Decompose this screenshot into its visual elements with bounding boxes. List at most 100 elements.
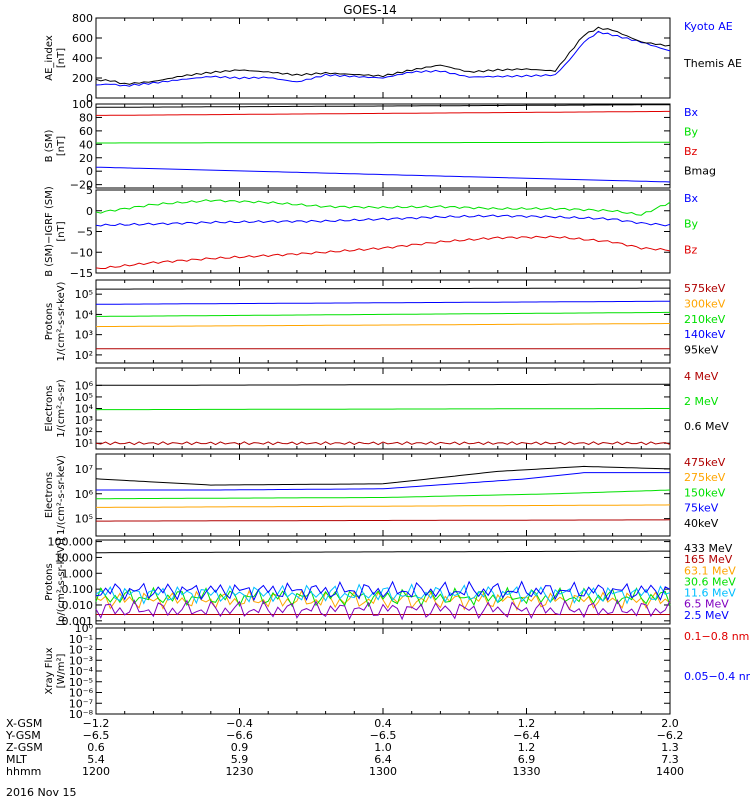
axis-row-label: MLT — [6, 753, 27, 766]
axis-row-label: Z-GSM — [6, 741, 43, 754]
legend-entry-bsm-3: Bmag — [684, 165, 716, 178]
y-tick-label-protons_mev: 0.001 — [62, 615, 94, 628]
axis-column-value: 1.2 — [518, 717, 536, 730]
axis-column-value: 1.2 — [518, 741, 536, 754]
y-tick-label-electrons_mev: 10³ — [75, 414, 93, 427]
axis-column-value: −1.2 — [83, 717, 110, 730]
series-line-electrons_mev-1 — [95, 408, 670, 411]
y-tick-label-xray: 10⁰ — [75, 622, 94, 635]
axis-column-value: −6.6 — [226, 729, 253, 742]
series-line-protons-2 — [96, 311, 670, 317]
series-line-ae-1 — [95, 26, 671, 85]
legend-entry-ae-1: Themis AE — [683, 57, 742, 70]
series-line-bigrf-2 — [95, 235, 671, 269]
legend-entry-protons-4: 95keV — [684, 344, 719, 357]
y-tick-label-ae: 0 — [86, 92, 93, 105]
legend-entry-bigrf-1: By — [684, 218, 699, 231]
y-axis-label-protons: Protons — [44, 303, 55, 340]
y-axis-label-ae: [nT] — [56, 48, 67, 68]
axis-column-value: 0.6 — [87, 741, 105, 754]
y-axis-label-electrons_mev: 1/(cm²-s-sr) — [56, 379, 67, 438]
y-axis-label-xray: [W/m²] — [56, 653, 67, 688]
y-tick-label-bigrf: 0 — [86, 205, 93, 218]
y-axis-label-electrons_kev: Electrons — [44, 472, 55, 518]
legend-entry-protons-0: 575keV — [684, 282, 726, 295]
y-tick-label-bigrf: 5 — [86, 184, 93, 197]
y-tick-label-bsm: −20 — [70, 179, 93, 192]
y-tick-label-electrons_mev: 10⁵ — [75, 391, 93, 404]
y-tick-label-electrons_mev: 10¹ — [75, 437, 93, 450]
y-axis-label-bsm: B (SM) — [44, 129, 55, 162]
y-tick-label-electrons_mev: 10⁴ — [75, 403, 94, 416]
legend-entry-bsm-1: By — [684, 126, 699, 139]
legend-entry-bsm-0: Bx — [684, 106, 699, 119]
series-line-bigrf-0 — [95, 214, 671, 227]
axis-column-value: −6.5 — [83, 729, 110, 742]
y-axis-label-electrons_kev: 1/(cm²-s-sr-keV) — [56, 455, 67, 535]
axis-column-value: 1230 — [226, 765, 254, 778]
series-line-protons_mev-5 — [95, 598, 671, 621]
series-line-protons_mev-0 — [96, 550, 670, 554]
legend-entry-protons_mev-2: 63.1 MeV — [684, 564, 736, 577]
legend-entry-electrons_mev-1: 2 MeV — [684, 395, 719, 408]
axis-column-value: 1.3 — [661, 741, 679, 754]
axis-column-value: 1400 — [656, 765, 684, 778]
y-tick-label-bigrf: −5 — [77, 226, 93, 239]
y-tick-label-xray: 10⁻⁵ — [69, 676, 93, 689]
legend-entry-protons_mev-3: 30.6 MeV — [684, 575, 736, 588]
legend-entry-protons_mev-4: 11.6 MeV — [684, 587, 736, 600]
legend-entry-bigrf-0: Bx — [684, 192, 699, 205]
legend-entry-electrons_mev-2: 0.6 MeV — [684, 420, 729, 433]
plot-date: 2016 Nov 15 — [6, 786, 76, 799]
axis-column-value: 0.9 — [231, 741, 249, 754]
series-line-electrons_mev-0 — [95, 441, 671, 446]
legend-entry-protons-1: 300keV — [684, 297, 726, 310]
y-tick-label-protons: 10² — [75, 349, 93, 362]
series-line-electrons_kev-2 — [96, 489, 671, 500]
y-tick-label-bsm: 100 — [72, 98, 93, 111]
y-tick-label-xray: 10⁻⁸ — [69, 708, 94, 721]
y-axis-label-electrons_mev: Electrons — [44, 385, 55, 431]
y-tick-label-ae: 200 — [72, 72, 93, 85]
y-tick-label-xray: 10⁻⁶ — [69, 687, 94, 700]
axis-column-value: 6.4 — [374, 753, 392, 766]
axis-column-value: 1300 — [369, 765, 397, 778]
axis-row-label: Y-GSM — [5, 729, 41, 742]
y-tick-label-bsm: 0 — [86, 165, 93, 178]
legend-entry-bsm-2: Bz — [684, 145, 698, 158]
series-line-protons_mev-4 — [95, 583, 671, 605]
y-tick-label-protons: 10⁵ — [75, 288, 93, 301]
axis-column-value: 0.4 — [374, 717, 392, 730]
y-axis-label-ae: AE_index — [44, 35, 55, 81]
y-axis-label-bigrf: B (SM)−IGRF (SM) — [44, 186, 55, 277]
legend-entry-protons-3: 140keV — [684, 328, 726, 341]
series-line-electrons_kev-3 — [96, 472, 670, 491]
axis-row-label: X-GSM — [6, 717, 42, 730]
y-tick-label-xray: 10⁻⁷ — [69, 697, 93, 710]
axis-column-value: 1.0 — [374, 741, 392, 754]
y-axis-label-protons_mev: [p/(cm²-s-sr-keV)] — [56, 538, 67, 626]
axis-column-value: 5.9 — [231, 753, 249, 766]
y-tick-label-protons_mev: 0.010 — [62, 599, 94, 612]
y-tick-label-bigrf: −10 — [70, 246, 93, 259]
legend-entry-protons_mev-5: 6.5 MeV — [684, 598, 729, 611]
y-tick-label-ae: 600 — [72, 32, 93, 45]
y-tick-label-bsm: 80 — [79, 111, 93, 124]
y-tick-label-protons_mev: 10.000 — [55, 551, 94, 564]
y-tick-label-electrons_kev: 10⁶ — [75, 488, 94, 501]
y-tick-label-xray: 10⁻³ — [69, 654, 93, 667]
series-line-protons_mev-3 — [95, 586, 671, 608]
series-line-ae-0 — [95, 30, 671, 87]
legend-entry-ae-0: Kyoto AE — [684, 20, 733, 33]
y-tick-label-electrons_kev: 10⁷ — [75, 463, 93, 476]
legend-entry-electrons_mev-0: 4 MeV — [684, 370, 719, 383]
panel-frame-bsm — [95, 103, 671, 189]
series-line-protons_mev-6 — [95, 580, 671, 602]
series-line-electrons_mev-2 — [95, 383, 670, 386]
axis-row-label: hhmm — [6, 765, 41, 778]
axis-column-value: 7.3 — [661, 753, 679, 766]
legend-entry-electrons_kev-4: 40keV — [684, 517, 719, 530]
series-line-protons-4 — [96, 287, 670, 290]
legend-entry-protons_mev-6: 2.5 MeV — [684, 609, 729, 622]
